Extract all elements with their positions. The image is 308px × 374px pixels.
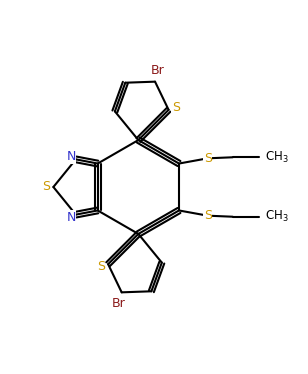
Text: CH$_3$: CH$_3$ xyxy=(265,209,289,224)
Text: S: S xyxy=(97,260,105,273)
Text: N: N xyxy=(67,211,76,224)
Text: S: S xyxy=(43,181,51,193)
Text: CH$_3$: CH$_3$ xyxy=(265,150,289,165)
Text: S: S xyxy=(204,209,212,222)
Text: S: S xyxy=(204,152,212,165)
Text: Br: Br xyxy=(151,64,164,77)
Text: Br: Br xyxy=(112,297,126,310)
Text: N: N xyxy=(67,150,76,163)
Text: S: S xyxy=(172,101,180,114)
